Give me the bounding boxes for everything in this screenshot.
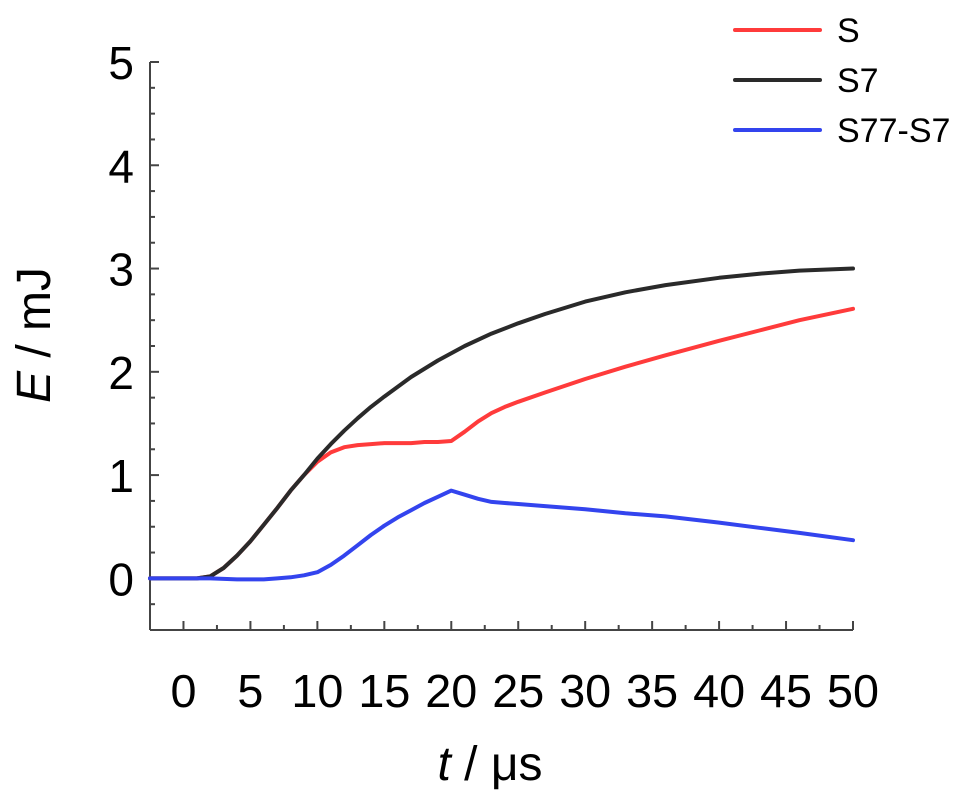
y-tick-label: 1: [108, 450, 134, 502]
y-tick-label: 0: [108, 553, 134, 605]
x-tick-label: 35: [626, 665, 678, 717]
legend-label-s: S: [837, 12, 860, 50]
y-tick-label: 4: [108, 140, 134, 192]
series-line-s7: [148, 266, 855, 581]
x-tick-label: 40: [693, 665, 745, 717]
x-tick-label: 10: [291, 665, 343, 717]
series-group: [148, 266, 855, 582]
x-tick-label: 30: [559, 665, 611, 717]
x-tick-label: 0: [170, 665, 196, 717]
legend-label-s77-s7: S77-S7: [837, 112, 950, 150]
x-tick-label: 15: [358, 665, 410, 717]
y-axis-title: E / mJ: [8, 267, 61, 403]
legend-label-s7: S7: [837, 62, 879, 100]
x-tick-label: 45: [760, 665, 812, 717]
x-axis-title: t / μs: [437, 738, 542, 791]
legend: S S7 S77-S7: [733, 12, 950, 150]
x-tick-label: 20: [425, 665, 477, 717]
series-line-s77-s7: [148, 488, 855, 582]
x-tick-label: 50: [827, 665, 879, 717]
x-tick-label: 25: [492, 665, 544, 717]
x-tick-label: 5: [237, 665, 263, 717]
y-tick-label: 5: [108, 37, 134, 89]
y-tick-label: 2: [108, 347, 134, 399]
y-tick-label: 3: [108, 244, 134, 296]
